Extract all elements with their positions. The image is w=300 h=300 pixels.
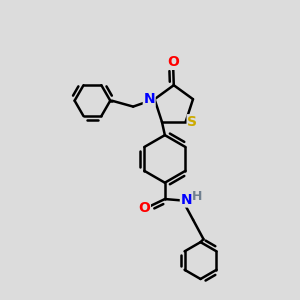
Text: O: O	[138, 201, 150, 215]
Text: N: N	[143, 92, 155, 106]
Text: S: S	[187, 115, 197, 129]
Text: O: O	[167, 55, 179, 69]
Text: N: N	[180, 193, 192, 207]
Text: H: H	[192, 190, 203, 203]
